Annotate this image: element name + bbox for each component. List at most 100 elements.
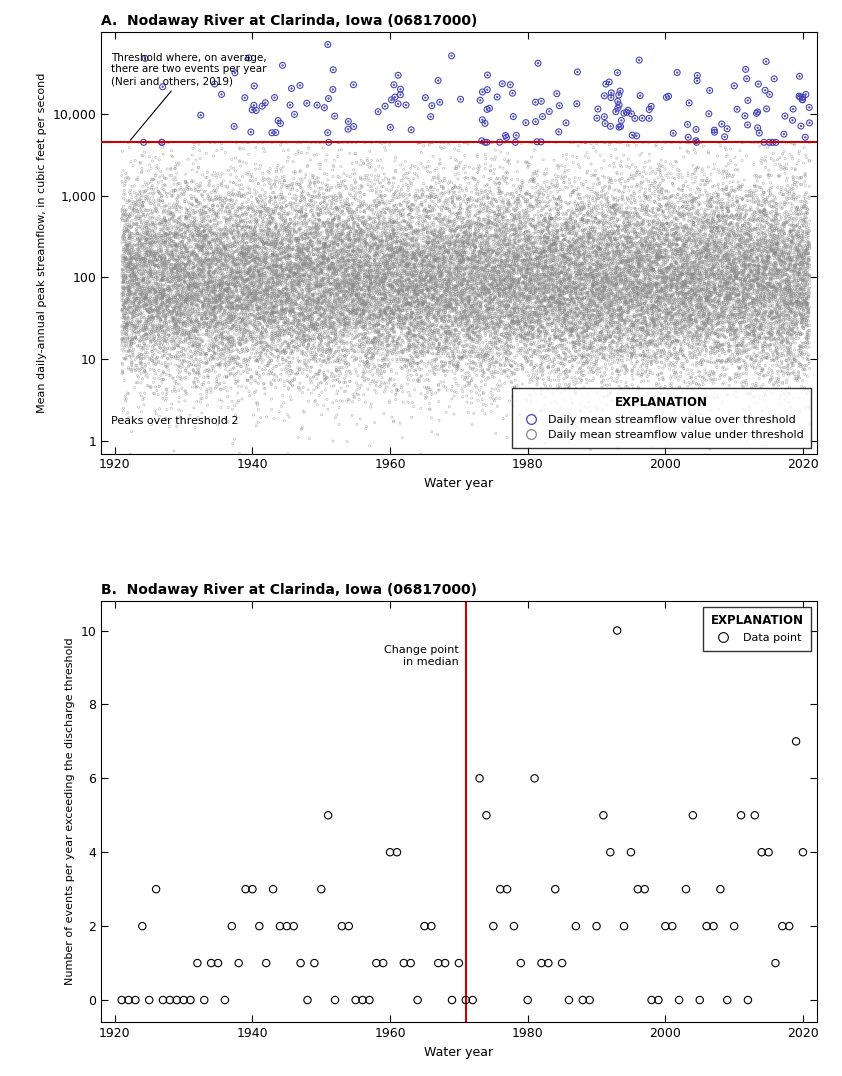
Point <box>440 249 454 266</box>
Point <box>207 242 221 259</box>
Point <box>690 189 703 207</box>
Point <box>700 220 713 237</box>
Point <box>488 231 502 249</box>
Point <box>521 280 535 297</box>
Point <box>237 265 250 282</box>
Point <box>502 153 515 170</box>
Point <box>424 308 438 325</box>
Point <box>520 247 533 265</box>
Point <box>394 242 408 259</box>
Point <box>538 327 552 344</box>
Point <box>458 259 472 277</box>
Point <box>769 242 782 259</box>
Point <box>766 278 780 295</box>
Point <box>790 210 803 227</box>
Point <box>390 224 403 241</box>
Point <box>630 337 643 354</box>
Point <box>645 356 658 373</box>
Point <box>603 300 616 317</box>
Point <box>392 330 405 348</box>
Point <box>621 277 635 294</box>
Point <box>245 274 258 292</box>
Point <box>678 274 691 292</box>
Point <box>793 218 807 236</box>
Point <box>799 273 813 291</box>
Point <box>575 281 589 298</box>
Point <box>801 233 814 251</box>
Point <box>375 293 388 310</box>
Point <box>143 351 157 368</box>
Point <box>407 237 420 254</box>
Point <box>780 322 793 339</box>
Point <box>374 270 387 287</box>
Point <box>432 376 445 393</box>
Point <box>417 295 430 312</box>
Point <box>408 294 421 311</box>
Point <box>408 190 422 208</box>
Point <box>154 340 168 357</box>
Point <box>266 247 280 265</box>
Point <box>125 329 139 346</box>
Point <box>529 293 542 310</box>
Point <box>424 247 438 265</box>
Point <box>697 243 711 260</box>
Point <box>193 206 206 223</box>
Point <box>440 217 453 235</box>
Point <box>279 212 292 229</box>
Point <box>147 313 160 330</box>
Point <box>621 237 634 254</box>
Point <box>412 300 425 317</box>
Point <box>556 284 569 301</box>
Point <box>690 252 703 269</box>
Point <box>483 268 497 285</box>
Point <box>338 293 351 310</box>
Point <box>620 222 633 239</box>
Point <box>546 305 560 322</box>
Point <box>346 243 360 260</box>
Point <box>124 255 137 272</box>
Point <box>418 355 431 372</box>
Point <box>446 212 460 229</box>
Point <box>235 309 248 326</box>
Point <box>309 218 322 236</box>
Point <box>285 273 298 291</box>
Point <box>265 287 279 305</box>
Point <box>373 283 386 300</box>
Point <box>261 224 274 241</box>
Point <box>580 327 594 344</box>
Point <box>115 337 129 354</box>
Point <box>702 272 716 289</box>
Point <box>440 235 453 252</box>
Point <box>275 321 289 338</box>
Point <box>720 300 733 317</box>
Point <box>214 265 227 282</box>
Point <box>153 272 167 289</box>
Point <box>247 292 260 309</box>
Point <box>198 312 211 329</box>
Point <box>170 272 184 289</box>
Point <box>553 294 567 311</box>
Point <box>169 171 183 188</box>
Point <box>401 217 414 235</box>
Point <box>749 377 763 394</box>
Point <box>802 288 815 306</box>
Point <box>800 298 813 315</box>
Point <box>644 259 658 277</box>
Point <box>584 336 598 353</box>
Point <box>731 221 744 238</box>
Point <box>449 160 462 178</box>
Point <box>243 247 257 265</box>
Point <box>562 434 576 451</box>
Point <box>791 228 805 245</box>
Point <box>242 49 256 67</box>
Point <box>716 265 729 282</box>
Point <box>546 314 560 331</box>
Point <box>128 306 141 323</box>
Point <box>441 272 455 289</box>
Point <box>450 340 464 357</box>
Point <box>665 134 679 152</box>
Point <box>588 277 601 294</box>
Point <box>318 275 332 293</box>
Point <box>262 173 275 190</box>
Point <box>372 167 386 184</box>
